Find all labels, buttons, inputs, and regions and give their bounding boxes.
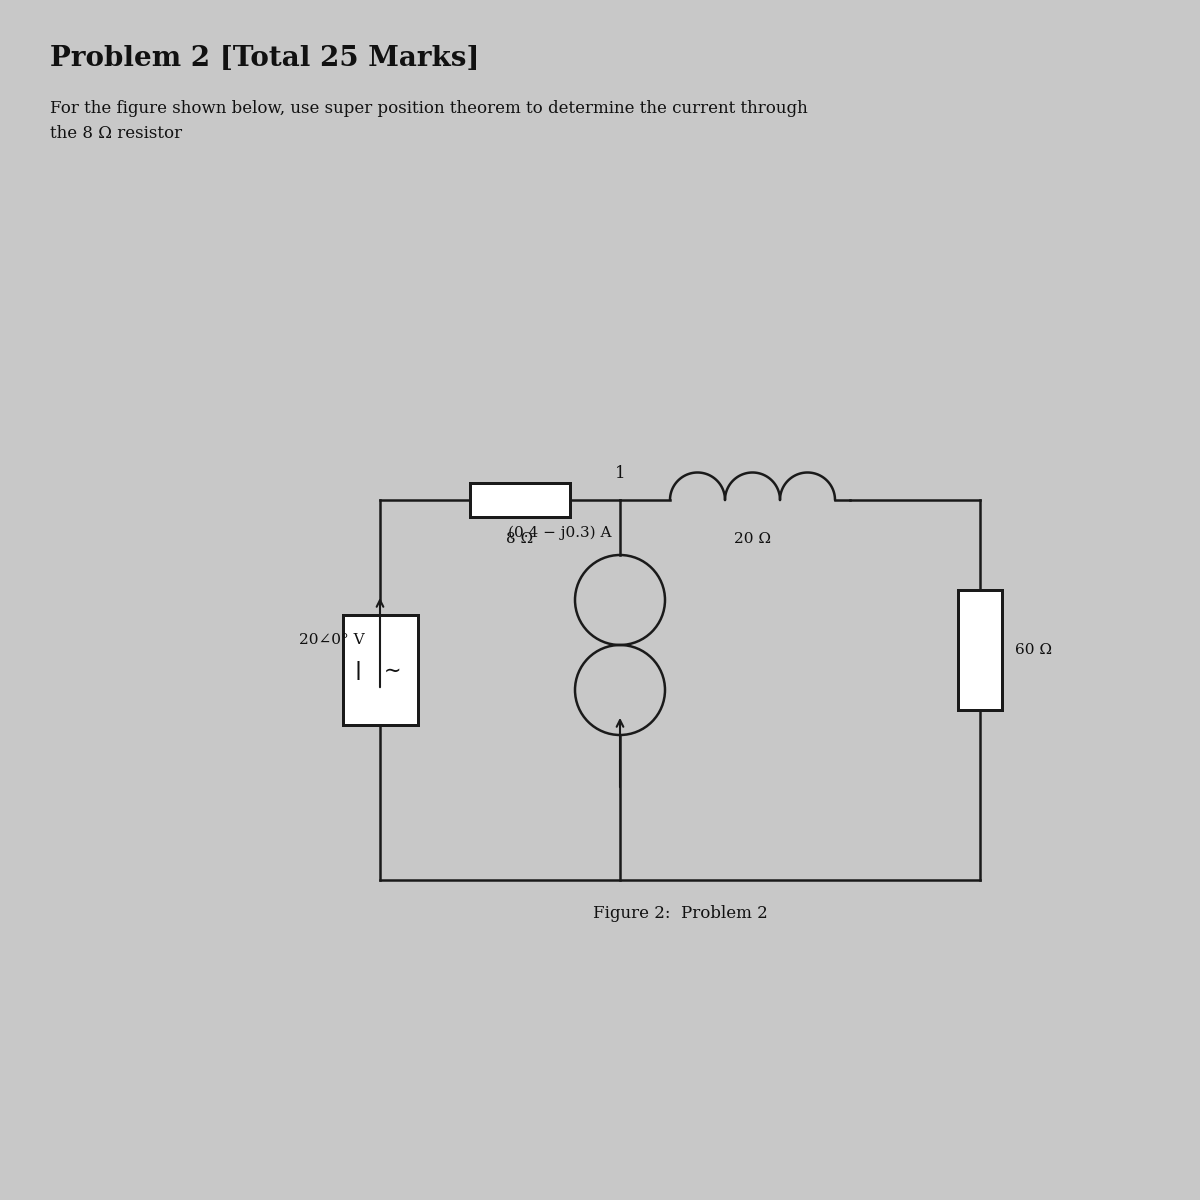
Text: 1: 1 xyxy=(614,464,625,482)
Text: Figure 2:  Problem 2: Figure 2: Problem 2 xyxy=(593,905,767,922)
Bar xyxy=(958,590,1002,710)
Text: (0.4 − j0.3) A: (0.4 − j0.3) A xyxy=(509,526,612,540)
Text: |: | xyxy=(354,660,361,679)
Text: $\sim$: $\sim$ xyxy=(379,660,401,679)
Text: 60 Ω: 60 Ω xyxy=(1015,643,1052,658)
Text: 20 Ω: 20 Ω xyxy=(733,532,770,546)
Bar xyxy=(470,482,570,517)
Text: Problem 2 [Total 25 Marks]: Problem 2 [Total 25 Marks] xyxy=(50,44,480,72)
Bar xyxy=(342,614,418,725)
Text: 20∠0° V: 20∠0° V xyxy=(299,634,365,647)
Text: 8 Ω: 8 Ω xyxy=(506,532,534,546)
Text: For the figure shown below, use super position theorem to determine the current : For the figure shown below, use super po… xyxy=(50,100,808,142)
